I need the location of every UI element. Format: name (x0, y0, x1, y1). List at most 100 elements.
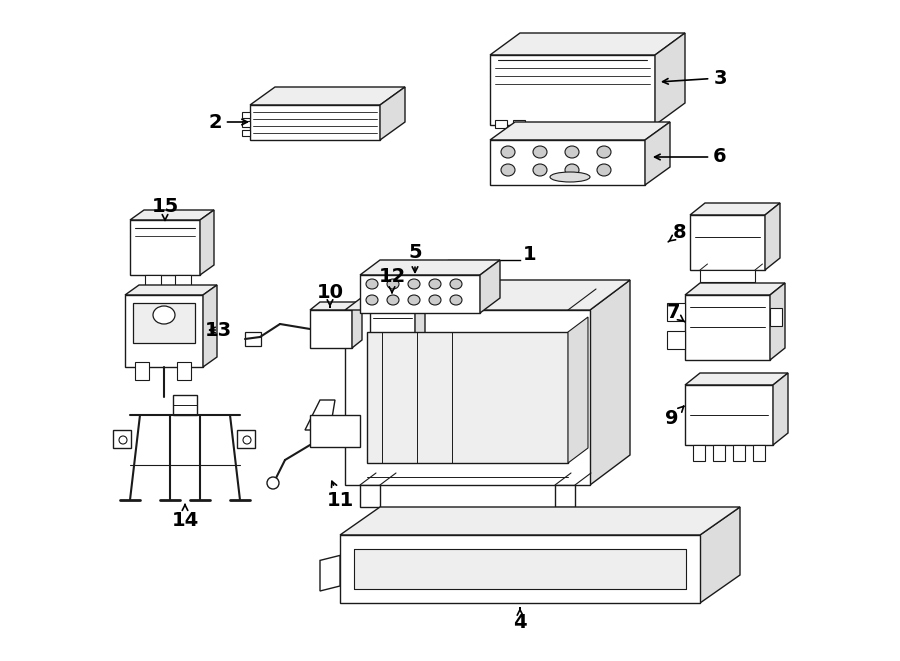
Bar (685, 385, 773, 445)
Polygon shape (305, 400, 335, 430)
Bar (685, 295, 770, 360)
Bar (125, 295, 203, 367)
Polygon shape (203, 285, 217, 367)
Ellipse shape (501, 146, 515, 158)
Polygon shape (568, 317, 588, 463)
Polygon shape (480, 260, 500, 313)
Polygon shape (340, 507, 740, 535)
Bar (135, 362, 149, 380)
Polygon shape (320, 555, 340, 591)
Bar (310, 415, 360, 447)
Bar (237, 430, 255, 448)
Ellipse shape (450, 279, 462, 289)
Ellipse shape (366, 279, 378, 289)
Ellipse shape (429, 295, 441, 305)
Text: 7: 7 (666, 303, 685, 323)
Ellipse shape (119, 436, 127, 444)
Bar (403, 345, 413, 357)
Polygon shape (125, 285, 217, 295)
Ellipse shape (565, 164, 579, 176)
Bar (490, 140, 645, 185)
Ellipse shape (243, 436, 251, 444)
Bar (360, 275, 480, 313)
Polygon shape (360, 260, 500, 275)
Bar (713, 445, 725, 461)
Polygon shape (415, 287, 425, 345)
Bar (700, 270, 755, 282)
Ellipse shape (550, 172, 590, 182)
Polygon shape (310, 302, 362, 310)
Ellipse shape (267, 477, 279, 489)
Text: 2: 2 (208, 112, 248, 132)
Bar (310, 310, 352, 348)
Ellipse shape (387, 295, 399, 305)
Text: 1: 1 (523, 245, 536, 264)
Text: 13: 13 (204, 321, 231, 340)
Bar (733, 445, 745, 461)
Bar (667, 303, 685, 321)
Polygon shape (773, 373, 788, 445)
Bar (133, 303, 195, 342)
Bar (173, 395, 197, 415)
Text: 3: 3 (662, 69, 727, 87)
Bar (250, 105, 380, 140)
Polygon shape (645, 122, 670, 185)
Ellipse shape (533, 146, 547, 158)
Bar (667, 331, 685, 349)
Text: 11: 11 (327, 481, 354, 510)
Polygon shape (700, 507, 740, 603)
Bar (242, 121, 250, 127)
Text: 9: 9 (665, 406, 684, 428)
Ellipse shape (533, 164, 547, 176)
Bar (354, 549, 686, 589)
Polygon shape (685, 373, 788, 385)
Polygon shape (490, 122, 670, 140)
Text: 12: 12 (378, 268, 406, 293)
Ellipse shape (366, 295, 378, 305)
Bar (495, 120, 507, 128)
Polygon shape (370, 287, 425, 295)
Ellipse shape (565, 146, 579, 158)
Text: 6: 6 (654, 147, 727, 167)
Text: 10: 10 (317, 282, 344, 307)
Bar (175, 275, 191, 287)
Ellipse shape (408, 295, 420, 305)
Ellipse shape (153, 306, 175, 324)
Bar (753, 445, 765, 461)
Bar (693, 445, 705, 461)
Bar (360, 485, 380, 507)
Polygon shape (200, 210, 214, 275)
Bar (375, 345, 385, 357)
Polygon shape (765, 203, 780, 270)
Bar (690, 215, 765, 270)
Polygon shape (345, 280, 630, 310)
Polygon shape (250, 87, 405, 105)
Ellipse shape (429, 279, 441, 289)
Polygon shape (130, 210, 214, 220)
Polygon shape (352, 302, 362, 348)
Ellipse shape (597, 146, 611, 158)
Ellipse shape (597, 164, 611, 176)
Bar (770, 308, 782, 326)
Bar (367, 332, 568, 463)
Ellipse shape (450, 295, 462, 305)
Bar (242, 130, 250, 136)
Bar (130, 220, 200, 275)
Ellipse shape (387, 279, 399, 289)
Bar (555, 485, 575, 507)
Polygon shape (770, 283, 785, 360)
Ellipse shape (408, 279, 420, 289)
Bar (513, 120, 525, 128)
Bar (242, 112, 250, 118)
Polygon shape (685, 283, 785, 295)
Polygon shape (490, 33, 685, 55)
Bar (177, 362, 191, 380)
Polygon shape (380, 87, 405, 140)
Bar (345, 310, 590, 485)
Text: 15: 15 (151, 198, 178, 220)
Bar (340, 535, 700, 603)
Polygon shape (690, 203, 780, 215)
Text: 8: 8 (668, 223, 687, 243)
Bar (113, 430, 131, 448)
Text: 5: 5 (409, 243, 422, 272)
